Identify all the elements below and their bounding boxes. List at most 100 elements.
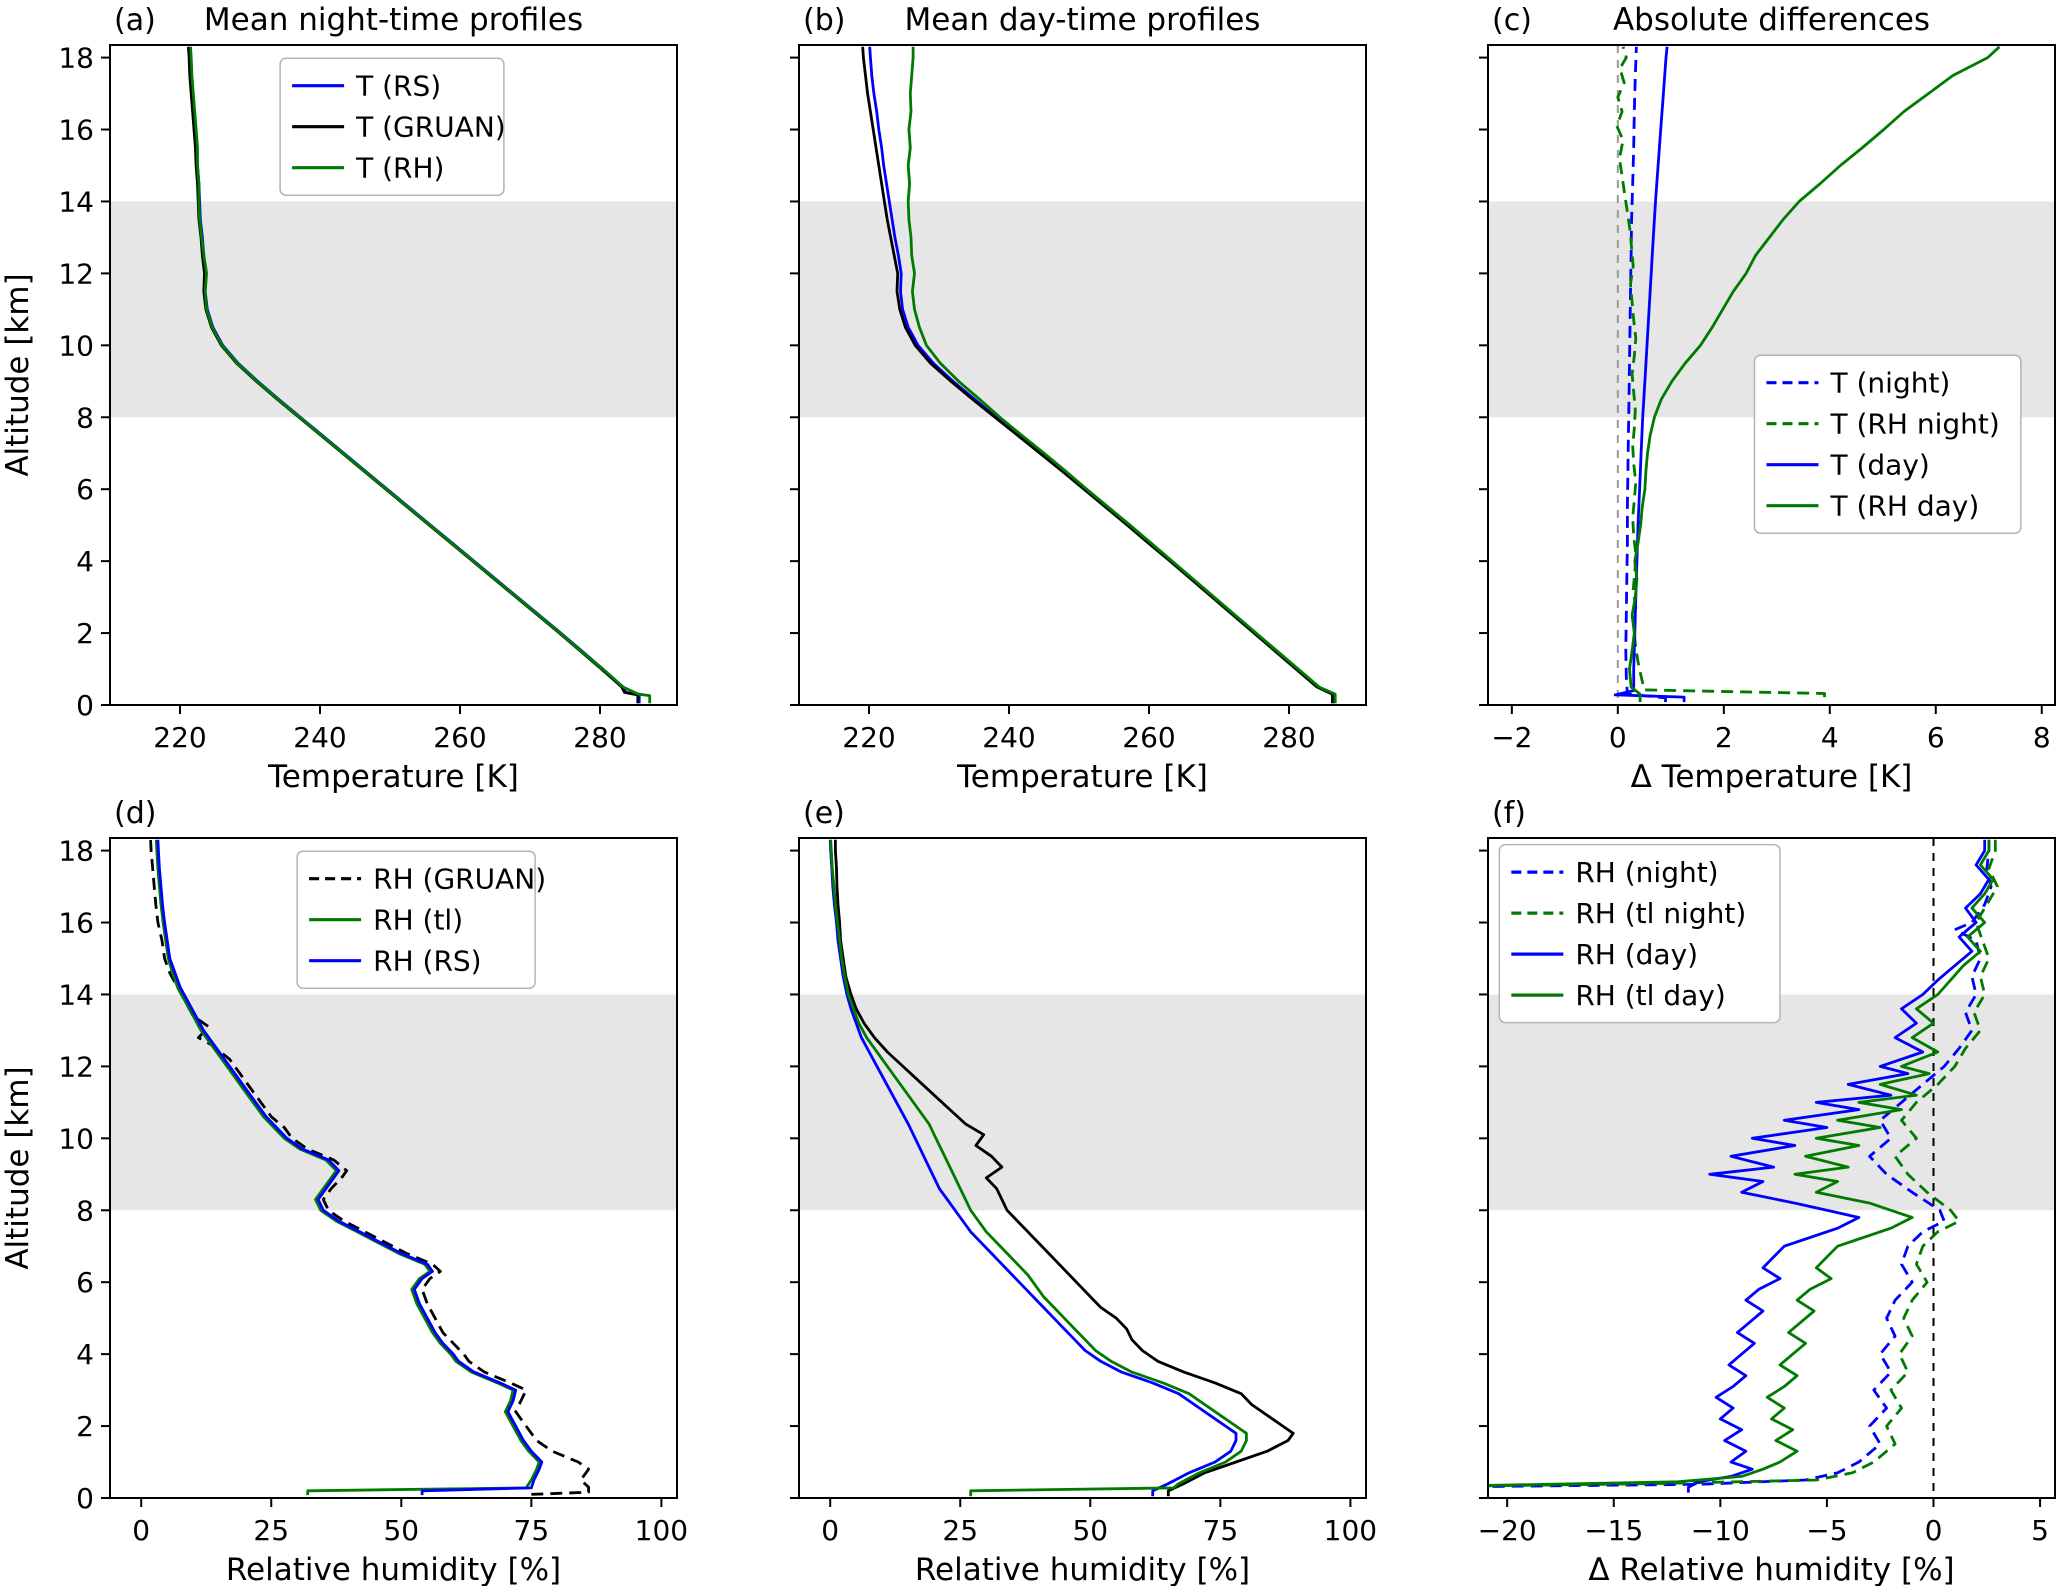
y-tick-label: 18 [58,42,94,75]
legend-box [279,57,505,196]
x-axis-label: Temperature [K] [956,759,1208,793]
series-t-rh-day [1628,45,2001,703]
shaded-band [110,201,677,418]
series-t-rh-night [1615,46,1826,698]
panel-f-svg: −20 −15 −10 −5 0 5 Δ Relative humidity [%] (f) R… [1478,796,2056,1586]
x-tick-label: 260 [433,721,486,754]
shaded-band [799,201,1366,418]
legend-label: T (RH) [355,152,444,185]
series-t-rh [189,46,652,704]
x-tick-label: 100 [635,1514,688,1547]
legend-label: RH (tl day) [1575,979,1725,1012]
panel-e: 0 25 50 75 100 Relative humidity [%] (e) [689,793,1378,1586]
x-tick-label: 220 [153,721,206,754]
series-rh-day [1687,839,1991,1493]
y-tick-label: 8 [76,1194,94,1227]
panel-d: 0 25 50 75 100 0 2 4 6 8 10 12 14 16 18 Relative humidi… [0,793,689,1586]
panel-letter: (f) [1492,796,1526,831]
x-tick-label: 280 [1262,721,1315,754]
panel-b-svg: 220 240 260 280 Temperature [K] Mean day-time… [790,2,1367,793]
shaded-band [110,994,677,1211]
axes-frame [798,44,1367,706]
legend: T (night) T (RH night) T (day) T (RH day) [1753,354,2022,534]
legend-label: RH (day) [1575,938,1698,971]
x-tick-label: 240 [982,721,1035,754]
y-tick-label: 2 [76,1410,94,1443]
x-tick-label: 5 [2031,1514,2049,1547]
x-tick-label: 75 [514,1514,550,1547]
series-t-day [1613,46,1686,703]
y-tick-label: 12 [58,257,94,290]
y-tick-label: 16 [58,114,94,147]
legend-label: T (RS) [355,70,441,103]
panel-c: −2 0 2 4 6 8 Δ Temperature [K] Absolute differe… [1378,0,2067,793]
panel-d-svg: 0 25 50 75 100 0 2 4 6 8 10 12 14 16 18 Relative humidi… [0,796,688,1586]
series-rh-gruan [834,839,1295,1497]
x-tick-label: 0 [132,1514,150,1547]
panel-letter: (a) [114,3,156,38]
legend-label: RH (tl night) [1575,897,1746,930]
x-tick-label: 220 [842,721,895,754]
panel-letter: (b) [803,3,845,38]
panel-a: 220 240 260 280 0 2 4 6 8 10 12 14 16 18 Temperature [… [0,0,689,793]
legend-label: T (RH night) [1829,408,1999,441]
y-tick-label: 0 [76,1482,94,1515]
series-rh-tl-night [1488,839,1999,1488]
x-tick-label: 4 [1821,721,1839,754]
legend-label: T (day) [1829,449,1929,482]
y-tick-label: 16 [58,907,94,940]
x-tick-label: 0 [821,1514,839,1547]
series-rh-night [1488,839,1993,1488]
series-rh-tl [829,839,1248,1497]
legend-label: T (night) [1829,367,1950,400]
x-axis-label: Temperature [K] [267,759,519,793]
x-tick-label: 0 [1925,1514,1943,1547]
x-tick-label: −2 [1491,721,1532,754]
x-tick-label: 8 [2033,721,2051,754]
axes-frame [798,837,1367,1499]
y-axis-label: Altitude [km] [0,1066,36,1269]
panel-c-svg: −2 0 2 4 6 8 Δ Temperature [K] Absolute differe… [1479,2,2056,793]
x-axis-label: Δ Temperature [K] [1631,759,1913,793]
x-tick-label: −15 [1584,1514,1643,1547]
x-tick-label: 50 [383,1514,419,1547]
x-axis-label: Δ Relative humidity [%] [1588,1552,1954,1586]
panel-f: −20 −15 −10 −5 0 5 Δ Relative humidity [%] (f) R… [1378,793,2067,1586]
legend-label: RH (GRUAN) [373,863,546,896]
x-tick-label: 0 [1609,721,1627,754]
axes-frame [109,44,678,706]
x-tick-label: −20 [1478,1514,1537,1547]
x-tick-label: 240 [293,721,346,754]
y-axis-label: Altitude [km] [0,273,36,476]
legend-box [296,850,536,989]
x-tick-label: 100 [1324,1514,1377,1547]
y-tick-label: 4 [76,545,94,578]
series-rh-rs [156,839,544,1496]
series-rh-tl-day [1488,839,1995,1487]
y-tick-label: 6 [76,473,94,506]
legend: T (RS) T (GRUAN) T (RH) [279,57,506,196]
series-rh-rs [828,839,1238,1497]
y-tick-label: 0 [76,689,94,722]
axes-frame [109,837,678,1499]
axes-frame [1487,837,2056,1499]
legend-label: RH (RS) [373,945,482,978]
x-tick-label: −10 [1691,1514,1750,1547]
legend-label: RH (tl) [373,904,463,937]
series-t-night [1624,46,1667,703]
shaded-band [799,994,1366,1211]
legend-box [1498,843,1781,1024]
shaded-band [1488,994,2055,1211]
y-tick-label: 8 [76,401,94,434]
panel-b: 220 240 260 280 Temperature [K] Mean day-time… [689,0,1378,793]
y-tick-label: 6 [76,1266,94,1299]
panel-title: Mean day-time profiles [905,2,1261,38]
x-tick-label: 25 [253,1514,289,1547]
y-tick-label: 4 [76,1338,94,1371]
y-tick-label: 14 [58,978,94,1011]
x-tick-label: −5 [1806,1514,1847,1547]
series-t-rh [906,46,1337,704]
legend: RH (GRUAN) RH (tl) RH (RS) [296,850,546,989]
y-tick-label: 2 [76,617,94,650]
